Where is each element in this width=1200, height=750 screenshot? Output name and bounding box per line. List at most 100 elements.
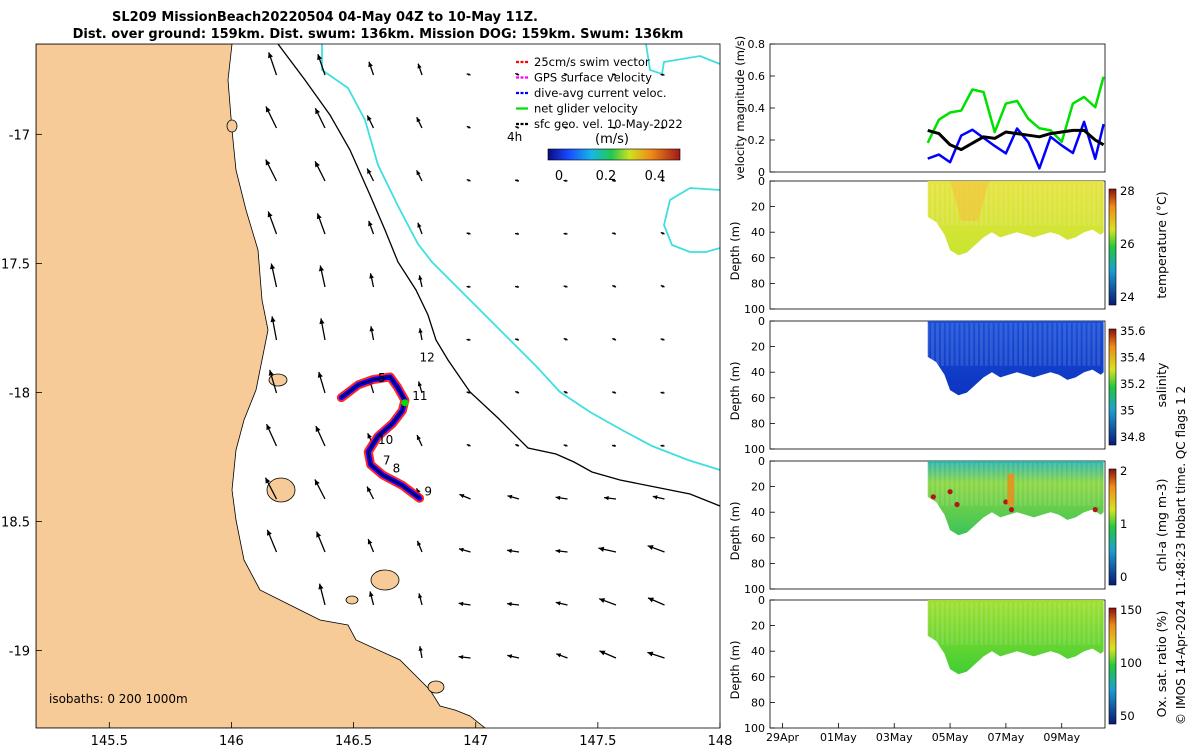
depth-y-tick-label: 80: [751, 557, 765, 570]
velocity-vector-head: [660, 179, 664, 182]
velocity-vector-head: [265, 159, 271, 166]
depth-y-tick-label: 40: [751, 366, 765, 379]
velocity-vector-head: [466, 444, 470, 447]
velocity-vector-head: [267, 211, 273, 218]
colorbar-tick-label: 0.4: [645, 169, 666, 184]
velocity-vector-head: [647, 545, 654, 551]
velocity-vector-head: [612, 179, 615, 183]
depth-y-tick-label: 0: [758, 175, 765, 188]
velocity-vector-head: [317, 371, 323, 378]
velocity-vector-head: [652, 495, 658, 500]
chl-dot: [954, 501, 960, 508]
velocity-vector-head: [367, 539, 373, 545]
panel-colorbar: [1108, 607, 1117, 725]
velocity-vector-head: [660, 444, 664, 448]
day-label: 12: [420, 350, 435, 364]
velocity-vector-head: [612, 126, 615, 130]
island: [370, 569, 400, 591]
panel-colorbar: [1108, 188, 1117, 306]
depth-y-tick-label: 80: [751, 277, 765, 290]
velocity-vector-head: [599, 598, 606, 604]
warm-patch: [950, 181, 990, 221]
velocity-vector-head: [660, 338, 664, 341]
chl-dot: [1092, 507, 1098, 513]
velocity-vector-head: [315, 161, 320, 168]
velocity-vector-head: [647, 651, 654, 657]
chl-patch: [1007, 473, 1015, 506]
map-x-tick-label: 146.5: [335, 734, 372, 749]
velocity-vector-head: [466, 338, 470, 342]
depth-section-panel: 0 20 40 60 80 100 Depth (m) 0 1 2 chl-a (mg m-3): [728, 455, 1169, 596]
velocity-vector-head: [507, 494, 513, 500]
isobath-1000m-east: [663, 187, 720, 253]
map-y-tick-label: -18: [9, 386, 30, 401]
velocity-vector-head: [515, 338, 519, 341]
velocity-vector-head: [563, 391, 567, 394]
colorbar-tick-label: 0: [555, 169, 563, 184]
depth-y-tick-label: 60: [751, 671, 765, 684]
time-tick-label: 03May: [876, 731, 913, 744]
velocity-vector-head: [563, 73, 567, 76]
depth-y-tick-label: 0: [758, 455, 765, 468]
colorbar-tick-label: 35: [1120, 404, 1135, 418]
time-tick-label: 07May: [988, 731, 1025, 744]
velocity-vector-head: [270, 316, 276, 323]
velocity-vector-head: [417, 381, 422, 387]
coastline-land: [36, 44, 486, 728]
velocity-vector-head: [318, 265, 324, 272]
depth-axis-label: Depth (m): [728, 362, 742, 421]
velocity-y-axis-label: velocity magnitude (m/s): [733, 36, 747, 181]
velocity-vector-head: [265, 477, 271, 484]
depth-axis-label: Depth (m): [728, 641, 742, 700]
velocity-vector-head: [314, 479, 320, 486]
time-tick-label: 09May: [1043, 731, 1080, 744]
velocity-vector-head: [660, 391, 664, 395]
velocity-vector-head: [316, 213, 322, 220]
velocity-vector-head: [458, 601, 464, 607]
chl-dot: [947, 489, 953, 495]
colorbar-label: Ox. sat. ratio (%): [1154, 611, 1169, 718]
map-x-tick-label: 148: [708, 734, 733, 749]
velocity-vector-head: [515, 73, 519, 76]
velocity-vector-head: [459, 494, 465, 499]
velocity-vector-head: [418, 646, 423, 652]
colorbar-tick-label: 35.4: [1120, 351, 1146, 365]
legend-label: dive-avg current veloc.: [534, 86, 667, 100]
depth-y-tick-label: 0: [758, 594, 765, 607]
velocity-vector-head: [660, 232, 664, 235]
velocity-series-line: [927, 120, 1105, 170]
velocity-vector-head: [368, 220, 373, 227]
velocity-vector-head: [466, 126, 470, 129]
velocity-vector-head: [266, 529, 272, 536]
colorbar-label: temperature (°C): [1154, 191, 1169, 298]
colorbar-ticks: 0 0.2 0.4: [555, 169, 665, 184]
colorbar-tick-label: 2: [1120, 464, 1127, 478]
time-tick-label: 29Apr: [766, 731, 800, 744]
velocity-vector-head: [660, 126, 664, 130]
legend-label: sfc geo. vel. 10-May-2022: [534, 117, 683, 131]
velocity-vector-head: [418, 275, 423, 281]
colorbar-tick-label: 35.2: [1120, 377, 1146, 391]
depth-y-tick-label: 100: [744, 583, 765, 596]
day-label: 7: [383, 454, 391, 468]
isobath-1000m-north: [645, 44, 720, 76]
velocity-vector-head: [507, 601, 512, 607]
map-x-tick-label: 147.5: [579, 734, 616, 749]
velocity-vector-head: [660, 73, 664, 77]
velocity-vector-head: [563, 232, 567, 236]
depth-section-panel: 0 20 40 60 80 100 Depth (m) 34.8 35 35.2 35.4 35.6 s…: [728, 315, 1169, 456]
velocity-vector-head: [515, 444, 519, 447]
velocity-vector-head: [367, 433, 372, 439]
island: [345, 595, 359, 605]
velocity-vector-head: [268, 52, 273, 59]
velocity-vector-head: [417, 540, 422, 546]
velocity-vector-head: [647, 597, 654, 603]
colorbar-tick-label: 34.8: [1120, 430, 1146, 444]
velocity-vector-head: [599, 650, 606, 656]
colorbar-tick-label: 26: [1120, 237, 1135, 251]
island: [266, 477, 296, 503]
depth-y-tick-label: 80: [751, 696, 765, 709]
depth-axis-label: Depth (m): [728, 222, 742, 281]
